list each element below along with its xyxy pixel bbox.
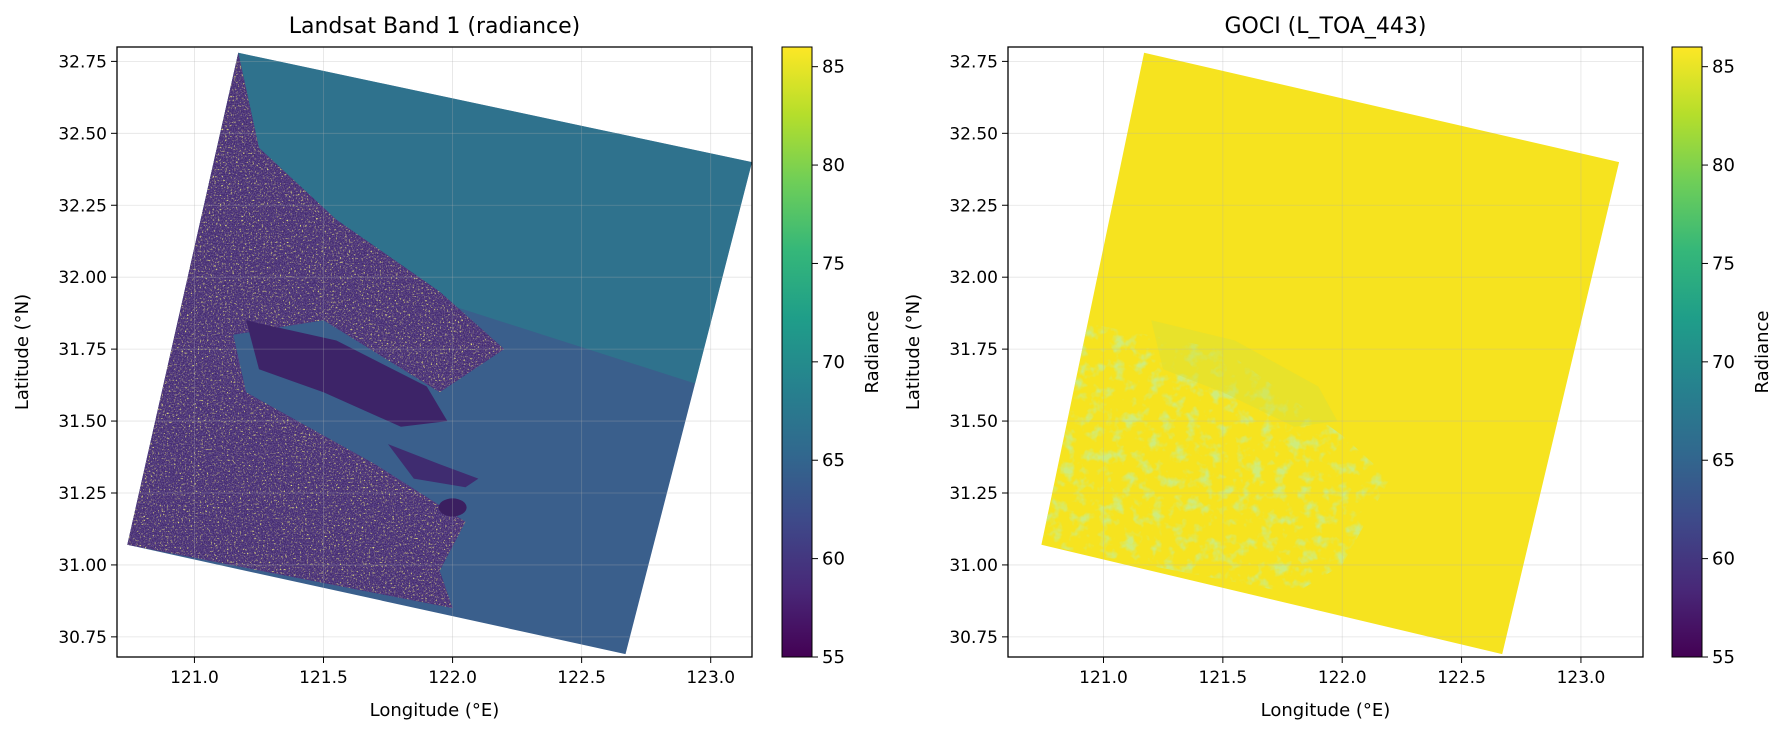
y-tick-label: 31.00 (58, 556, 107, 576)
goci-colorbar-bar (1672, 47, 1702, 657)
y-tick-label: 32.00 (58, 268, 107, 288)
landsat-colorbar-label: Radiance (862, 311, 883, 394)
y-tick-label: 31.25 (949, 484, 998, 504)
y-tick-label: 30.75 (949, 628, 998, 648)
landsat-x-ticks: 121.0 121.5 122.0 122.5 123.0 (170, 657, 735, 688)
x-tick-label: 121.5 (299, 668, 348, 688)
x-tick-label: 121.0 (1079, 668, 1128, 688)
y-tick-label: 30.75 (58, 628, 107, 648)
goci-y-ticks: 30.75 31.00 31.25 31.50 31.75 32.00 32.25 32.50… (949, 52, 1008, 647)
goci-x-label: Longitude (°E) (1261, 700, 1391, 721)
colorbar-tick-label: 60 (1712, 549, 1735, 570)
y-tick-label: 31.25 (58, 484, 107, 504)
goci-y-label: Latitude (°N) (903, 294, 924, 410)
x-tick-label: 121.5 (1199, 668, 1248, 688)
colorbar-tick-label: 65 (1712, 450, 1735, 471)
colorbar-tick-label: 85 (822, 57, 845, 78)
landsat-x-label: Longitude (°E) (370, 700, 500, 721)
landsat-title: Landsat Band 1 (radiance) (289, 14, 581, 39)
x-tick-label: 122.0 (1318, 668, 1367, 688)
x-tick-label: 123.0 (686, 668, 735, 688)
y-tick-label: 32.75 (949, 52, 998, 72)
x-tick-label: 123.0 (1557, 668, 1606, 688)
landsat-colorbar: 55 60 65 70 75 80 85 Radiance (782, 47, 883, 668)
landsat-y-ticks: 30.75 31.00 31.25 31.50 31.75 32.00 32.25 32.50… (58, 52, 117, 647)
landsat-y-label: Latitude (°N) (12, 294, 33, 410)
landsat-colorbar-bar (782, 47, 812, 657)
goci-colorbar-label: Radiance (1752, 311, 1773, 394)
colorbar-tick-label: 80 (1712, 155, 1735, 176)
landsat-panel: Landsat Band 1 (radiance) 121.0 121.5 122.… (12, 14, 883, 721)
goci-colorbar-ticks: 55 60 65 70 75 80 85 (1702, 57, 1735, 668)
y-tick-label: 32.50 (949, 124, 998, 144)
landsat-colorbar-ticks: 55 60 65 70 75 80 85 (812, 57, 845, 668)
y-tick-label: 31.00 (949, 556, 998, 576)
y-tick-label: 31.50 (58, 412, 107, 432)
colorbar-tick-label: 70 (822, 352, 845, 373)
goci-colorbar: 55 60 65 70 75 80 85 Radiance (1672, 47, 1773, 668)
y-tick-label: 31.75 (949, 340, 998, 360)
x-tick-label: 122.0 (428, 668, 477, 688)
colorbar-tick-label: 75 (1712, 253, 1735, 274)
goci-title: GOCI (L_TOA_443) (1224, 14, 1426, 39)
colorbar-tick-label: 75 (822, 253, 845, 274)
y-tick-label: 31.50 (949, 412, 998, 432)
colorbar-tick-label: 85 (1712, 57, 1735, 78)
y-tick-label: 31.75 (58, 340, 107, 360)
y-tick-label: 32.50 (58, 124, 107, 144)
colorbar-tick-label: 60 (822, 549, 845, 570)
colorbar-tick-label: 65 (822, 450, 845, 471)
goci-image-layer (1041, 53, 1619, 654)
x-tick-label: 122.5 (557, 668, 606, 688)
x-tick-label: 121.0 (170, 668, 219, 688)
x-tick-label: 122.5 (1437, 668, 1486, 688)
goci-x-ticks: 121.0 121.5 122.0 122.5 123.0 (1079, 657, 1605, 688)
colorbar-tick-label: 55 (1712, 647, 1735, 668)
y-tick-label: 32.25 (58, 196, 107, 216)
colorbar-tick-label: 70 (1712, 352, 1735, 373)
landsat-image-layer (127, 53, 752, 654)
colorbar-tick-label: 55 (822, 647, 845, 668)
y-tick-label: 32.25 (949, 196, 998, 216)
y-tick-label: 32.75 (58, 52, 107, 72)
goci-panel: GOCI (L_TOA_443) 121.0 121.5 122.0 122.5 123… (903, 14, 1773, 721)
y-tick-label: 32.00 (949, 268, 998, 288)
colorbar-tick-label: 80 (822, 155, 845, 176)
